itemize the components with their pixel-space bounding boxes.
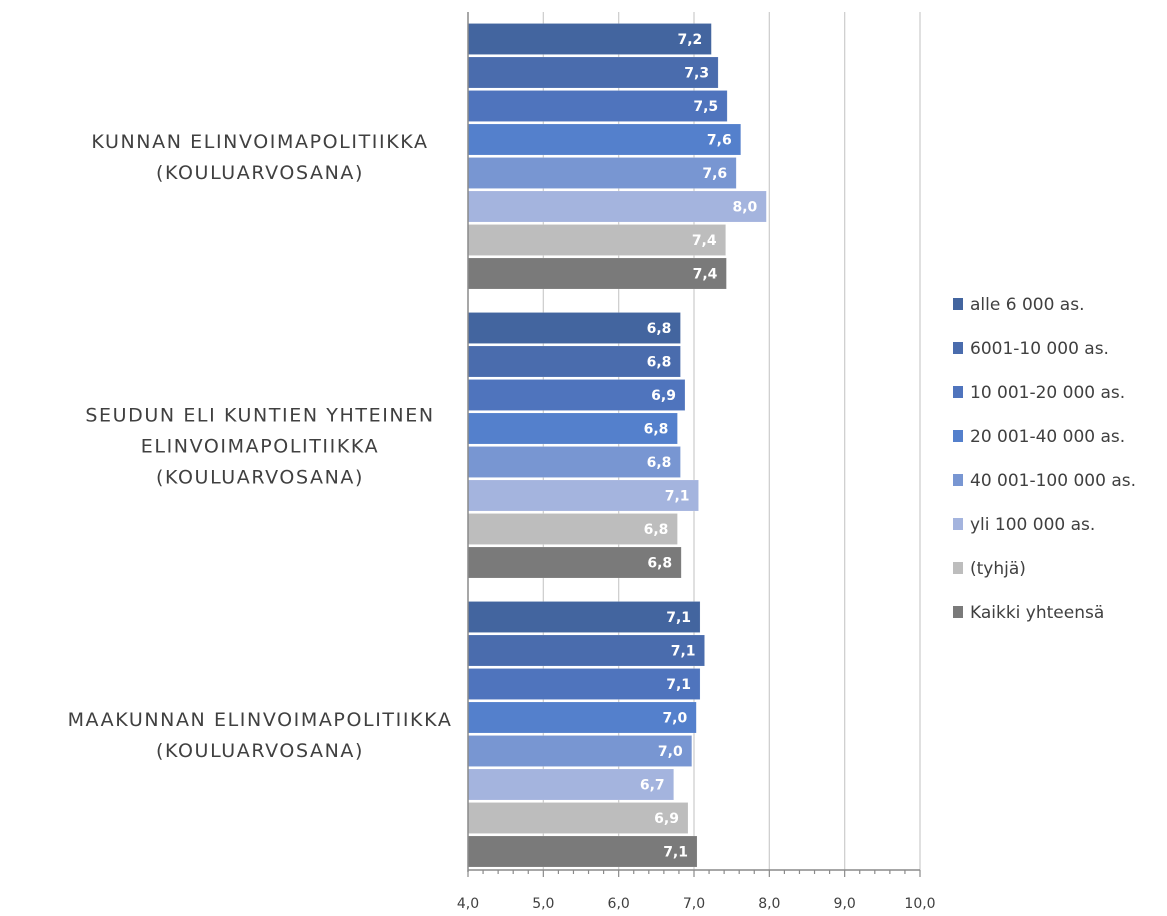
bar (467, 412, 678, 445)
legend-label: 10 001-20 000 as. (970, 383, 1125, 403)
tick-label: 8,0 (758, 896, 780, 912)
category-label: (KOULUARVOSANA) (156, 740, 364, 762)
category-label: SEUDUN ELI KUNTIEN YHTEINEN (85, 404, 434, 426)
tick-label: 4,0 (457, 896, 479, 912)
bar (467, 668, 701, 700)
bar (467, 379, 686, 411)
bar (467, 190, 767, 223)
data-label: 7,1 (666, 610, 691, 626)
bar (467, 157, 737, 189)
legend-swatch (953, 342, 963, 354)
bar (467, 546, 682, 579)
data-label: 7,6 (707, 133, 732, 149)
category-labels: KUNNAN ELINVOIMAPOLITIIKKA (KOULUARVOSANA… (68, 131, 453, 762)
data-label: 7,2 (678, 32, 703, 48)
legend-swatch (953, 518, 963, 530)
legend-label: 20 001-40 000 as. (970, 427, 1125, 447)
legend: alle 6 000 as. 6001-10 000 as. 10 001-20 0… (953, 295, 1136, 623)
data-label: 7,6 (702, 166, 727, 182)
data-label: 6,9 (654, 811, 679, 827)
data-label: 7,1 (665, 489, 690, 505)
data-label: 7,0 (658, 744, 683, 760)
legend-label: yli 100 000 as. (970, 515, 1095, 535)
data-label: 6,7 (640, 778, 665, 794)
category-label: KUNNAN ELINVOIMAPOLITIIKKA (91, 131, 428, 153)
bar (467, 224, 726, 256)
bar (467, 479, 699, 512)
bar (467, 701, 697, 734)
legend-label: (tyhjä) (970, 559, 1026, 579)
bar (467, 601, 701, 633)
data-label: 6,8 (647, 355, 672, 371)
bar (467, 23, 712, 55)
data-label: 6,8 (644, 522, 669, 538)
bar (467, 634, 705, 667)
bar (467, 257, 727, 290)
legend-label: Kaikki yhteensä (970, 603, 1104, 623)
data-label: 7,1 (671, 644, 696, 660)
category-label: (KOULUARVOSANA) (156, 162, 364, 184)
data-label: 7,3 (684, 66, 709, 82)
bar (467, 123, 741, 156)
legend-label: 40 001-100 000 as. (970, 471, 1136, 491)
legend-label: 6001-10 000 as. (970, 339, 1109, 359)
data-label: 7,1 (666, 677, 691, 693)
bar (467, 446, 681, 478)
category-label: MAAKUNNAN ELINVOIMAPOLITIIKKA (68, 709, 453, 731)
tick-label: 6,0 (608, 896, 630, 912)
legend-swatch (953, 386, 963, 398)
data-label: 8,0 (733, 200, 758, 216)
data-label: 6,8 (647, 321, 672, 337)
legend-swatch (953, 298, 963, 310)
legend-swatch (953, 562, 963, 574)
data-label: 7,4 (692, 233, 717, 249)
data-label: 6,8 (647, 455, 672, 471)
legend-swatch (953, 430, 963, 442)
tick-label: 9,0 (834, 896, 856, 912)
bar (467, 312, 681, 344)
tick-label: 10,0 (904, 896, 935, 912)
bar (467, 768, 674, 801)
bar (467, 90, 728, 122)
data-label: 7,1 (663, 845, 688, 861)
data-label: 7,0 (662, 711, 687, 727)
legend-label: alle 6 000 as. (970, 295, 1084, 315)
bar (467, 802, 689, 834)
data-label: 6,9 (651, 388, 676, 404)
bar (467, 56, 719, 89)
bar (467, 513, 678, 545)
category-label: ELINVOIMAPOLITIIKKA (141, 435, 379, 457)
tick-label: 7,0 (683, 896, 705, 912)
data-label: 6,8 (647, 556, 672, 572)
tick-label: 5,0 (532, 896, 554, 912)
bar (467, 735, 692, 767)
bar (467, 835, 698, 868)
legend-swatch (953, 474, 963, 486)
data-label: 7,4 (693, 267, 718, 283)
data-label: 7,5 (693, 99, 718, 115)
x-axis: 4,0 5,0 6,0 7,0 8,0 9,0 10,0 (457, 12, 936, 912)
data-label: 6,8 (644, 422, 669, 438)
legend-swatch (953, 606, 963, 618)
bars: 7,2 7,3 7,5 7,6 7,6 8,0 7,4 7,4 6,8 6,8 6,9 6,8 6,8 7… (467, 23, 767, 868)
category-label: (KOULUARVOSANA) (156, 466, 364, 488)
